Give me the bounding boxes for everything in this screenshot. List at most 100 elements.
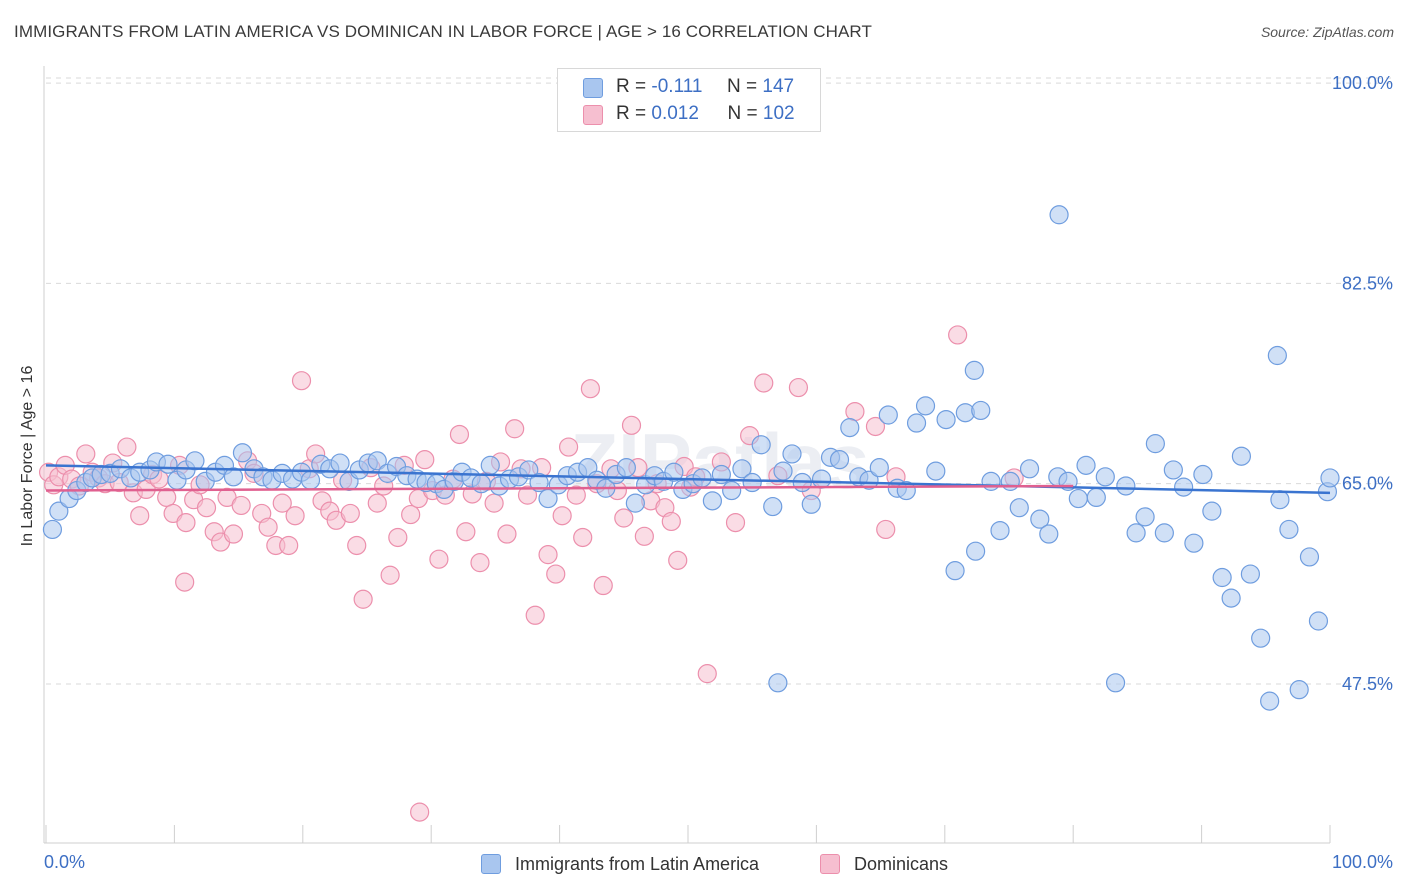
latin-america-point	[1076, 455, 1096, 475]
dominican-point	[566, 485, 586, 505]
dominican-point	[176, 512, 196, 533]
source-credit: Source: ZipAtlas.com	[1260, 24, 1394, 40]
latin-america-point	[1202, 501, 1222, 521]
latin-america-point	[1267, 345, 1287, 366]
latin-america-point	[158, 454, 178, 474]
latin-america-point	[664, 462, 684, 482]
dominican-point	[196, 498, 217, 518]
bottom-legend-blue: Immigrants from Latin America	[481, 852, 759, 876]
dominican-point	[505, 419, 525, 439]
latin-america-point	[1299, 547, 1320, 567]
latin-america-point	[1184, 533, 1204, 553]
latin-america-point	[1068, 488, 1088, 509]
n-label: N =	[727, 103, 758, 124]
latin-america-point	[529, 472, 549, 493]
latin-america-point	[751, 435, 771, 455]
dominican-point	[258, 517, 278, 537]
latin-america-point	[859, 470, 879, 490]
latin-america-point	[915, 396, 936, 416]
dominican-point	[415, 450, 435, 470]
dominican-point	[353, 589, 373, 609]
pink-swatch-icon	[820, 854, 840, 874]
latin-america-point	[1154, 523, 1174, 543]
dominican-point	[429, 549, 449, 569]
latin-america-point	[185, 451, 205, 471]
latin-america-point	[782, 444, 802, 464]
dominican-point	[231, 495, 251, 516]
dominican-point	[948, 325, 968, 345]
dominican-point	[593, 575, 613, 596]
latin-america-point	[1086, 487, 1106, 508]
dominican-point	[388, 527, 408, 548]
latin-america-point	[1019, 459, 1040, 479]
dominican-point	[484, 493, 504, 513]
dominican-point	[76, 444, 96, 464]
dominican-point	[558, 437, 579, 457]
latin-america-trendline	[45, 464, 1331, 495]
dominican-point	[340, 503, 360, 524]
latin-america-point	[1145, 434, 1165, 454]
latin-america-point	[1126, 523, 1146, 543]
latin-america-point	[480, 455, 500, 475]
dominican-point	[175, 572, 195, 592]
latin-america-point	[763, 496, 783, 517]
latin-america-point	[1030, 509, 1050, 529]
latin-america-point	[1260, 691, 1280, 711]
latin-america-point	[1270, 490, 1290, 510]
latin-america-point	[966, 541, 986, 561]
dominican-point	[380, 565, 400, 585]
r-value-blue: -0.111	[651, 76, 703, 97]
latin-america-point	[1105, 673, 1126, 693]
latin-america-point	[1116, 476, 1136, 496]
dominican-point	[517, 485, 538, 505]
r-label: R =	[616, 76, 647, 97]
latin-america-point	[840, 418, 860, 438]
n-value-blue: 147	[762, 76, 795, 97]
latin-america-point	[829, 450, 850, 470]
dominican-point	[272, 493, 292, 513]
dominican-point	[130, 506, 150, 526]
latin-america-point	[869, 458, 889, 478]
chart-title: IMMIGRANTS FROM LATIN AMERICA VS DOMINIC…	[14, 22, 872, 41]
dominican-point	[697, 664, 717, 684]
legend-label-blue: Immigrants from Latin America	[515, 853, 760, 874]
latin-america-point	[742, 472, 762, 493]
dominican-point	[845, 401, 865, 422]
r-label: R =	[616, 103, 647, 124]
dominican-point	[223, 524, 244, 544]
latin-america-point	[773, 461, 793, 481]
dominican-point	[573, 527, 593, 548]
latin-america-point	[1289, 680, 1309, 700]
latin-america-point	[1231, 446, 1252, 466]
latin-america-point	[471, 474, 491, 494]
latin-america-point	[625, 493, 645, 513]
n-label: N =	[727, 76, 758, 97]
dominican-point	[117, 437, 137, 457]
dominican-point	[279, 535, 299, 556]
dominican-point	[865, 416, 886, 437]
dominican-point	[456, 522, 476, 542]
dominican-point	[552, 506, 572, 526]
dominican-point	[614, 508, 634, 528]
y-tick-label: 100.0%	[1332, 73, 1393, 93]
latin-america-point	[878, 405, 898, 425]
latin-america-point	[732, 459, 752, 479]
latin-america-point	[367, 451, 387, 471]
dominican-point	[410, 802, 430, 822]
x-tick-label-max: 100.0%	[1331, 852, 1393, 872]
latin-america-point	[42, 519, 63, 540]
dominican-point	[525, 605, 545, 625]
dominican-point	[634, 526, 654, 546]
latin-america-point	[1049, 205, 1069, 225]
r-value-pink: 0.012	[651, 103, 699, 124]
y-tick-label: 82.5%	[1342, 273, 1393, 293]
latin-america-point	[1212, 567, 1232, 588]
bottom-legend-pink: Dominicans	[820, 852, 948, 876]
latin-america-point	[811, 469, 832, 489]
dominican-point	[367, 493, 387, 513]
dominican-point	[401, 504, 421, 525]
dominican-point	[285, 506, 305, 526]
dominican-point	[754, 373, 774, 393]
latin-america-point	[1095, 467, 1115, 487]
